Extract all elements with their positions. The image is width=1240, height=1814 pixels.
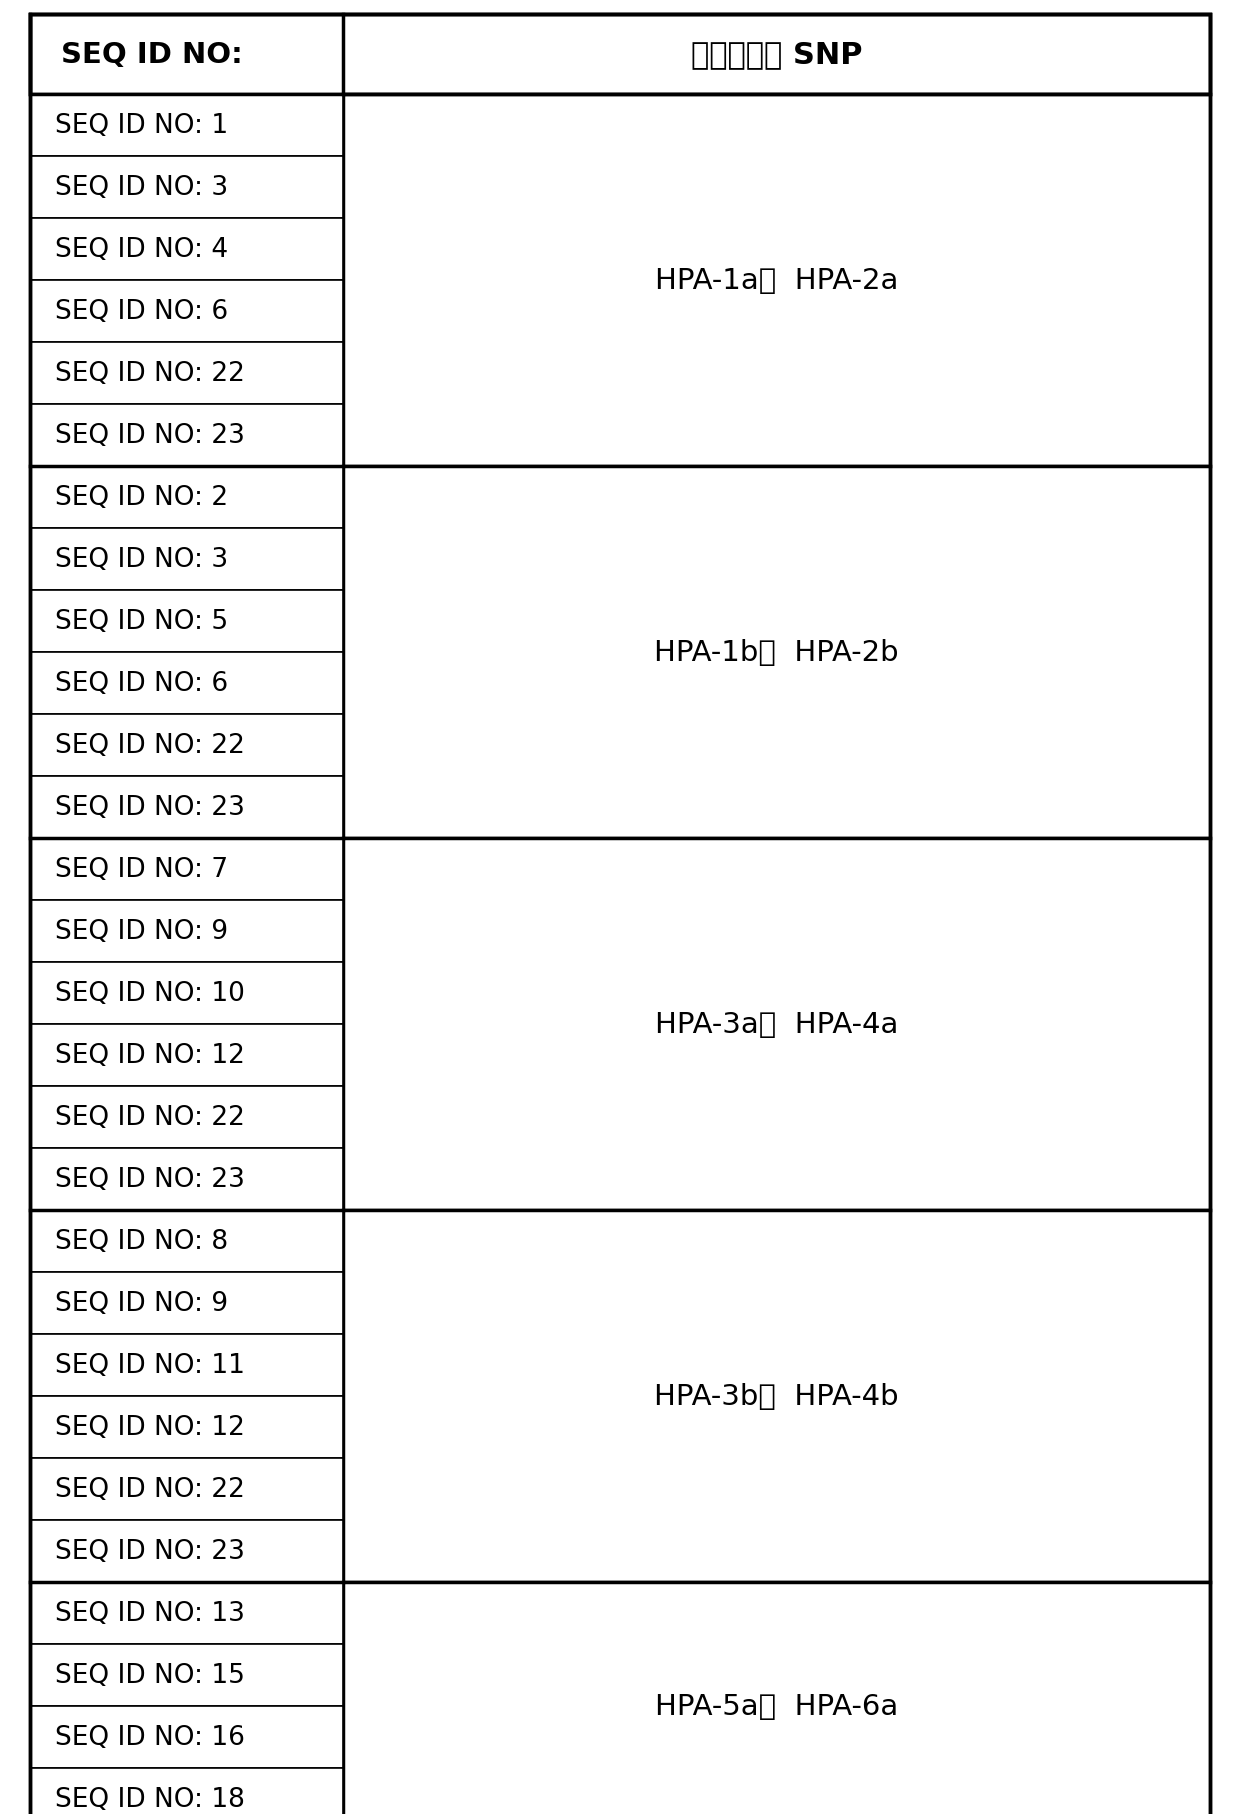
Text: SEQ ID NO: 2: SEQ ID NO: 2 — [55, 484, 228, 512]
Bar — [30, 1210, 342, 1272]
Bar — [342, 94, 1210, 466]
Text: SEQ ID NO:: SEQ ID NO: — [61, 42, 243, 69]
Text: SEQ ID NO: 22: SEQ ID NO: 22 — [55, 361, 244, 386]
Bar — [30, 715, 342, 776]
Text: 检测的基因 SNP: 检测的基因 SNP — [691, 40, 862, 69]
Text: SEQ ID NO: 18: SEQ ID NO: 18 — [55, 1787, 244, 1812]
Bar — [30, 1025, 342, 1087]
Text: SEQ ID NO: 6: SEQ ID NO: 6 — [55, 671, 228, 697]
Bar — [30, 591, 342, 653]
Bar — [30, 1272, 342, 1335]
Text: HPA-3a，  HPA-4a: HPA-3a， HPA-4a — [655, 1010, 898, 1038]
Text: HPA-1b，  HPA-2b: HPA-1b， HPA-2b — [653, 639, 899, 666]
Bar — [30, 15, 1210, 94]
Text: SEQ ID NO: 9: SEQ ID NO: 9 — [55, 1290, 228, 1317]
Text: SEQ ID NO: 3: SEQ ID NO: 3 — [55, 174, 228, 201]
Text: SEQ ID NO: 4: SEQ ID NO: 4 — [55, 238, 228, 263]
Bar — [30, 1643, 342, 1705]
Bar — [30, 1148, 342, 1210]
Text: HPA-5a，  HPA-6a: HPA-5a， HPA-6a — [655, 1692, 898, 1720]
Bar — [30, 528, 342, 591]
Text: SEQ ID NO: 15: SEQ ID NO: 15 — [55, 1662, 244, 1689]
Text: SEQ ID NO: 22: SEQ ID NO: 22 — [55, 733, 244, 758]
Bar — [30, 15, 1210, 94]
Bar — [30, 1520, 342, 1582]
Text: SEQ ID NO: 23: SEQ ID NO: 23 — [55, 1538, 244, 1564]
Bar — [30, 94, 342, 158]
Text: SEQ ID NO: 7: SEQ ID NO: 7 — [55, 856, 228, 883]
Text: SEQ ID NO: 10: SEQ ID NO: 10 — [55, 980, 244, 1007]
Bar — [30, 158, 342, 219]
Bar — [30, 405, 342, 466]
Bar — [30, 1335, 342, 1397]
Text: SEQ ID NO: 22: SEQ ID NO: 22 — [55, 1477, 244, 1502]
Text: SEQ ID NO: 12: SEQ ID NO: 12 — [55, 1043, 244, 1068]
Text: SEQ ID NO: 1: SEQ ID NO: 1 — [55, 112, 228, 140]
Text: HPA-3b，  HPA-4b: HPA-3b， HPA-4b — [653, 1382, 899, 1409]
Bar — [30, 1458, 342, 1520]
Bar — [30, 1397, 342, 1458]
Bar — [30, 281, 342, 343]
Text: SEQ ID NO: 22: SEQ ID NO: 22 — [55, 1105, 244, 1130]
Text: SEQ ID NO: 6: SEQ ID NO: 6 — [55, 299, 228, 325]
Bar — [342, 1582, 1210, 1814]
Text: SEQ ID NO: 8: SEQ ID NO: 8 — [55, 1228, 228, 1253]
Bar — [30, 1582, 342, 1643]
Bar — [342, 1210, 1210, 1582]
Bar — [30, 343, 342, 405]
Text: SEQ ID NO: 23: SEQ ID NO: 23 — [55, 1166, 244, 1192]
Bar — [30, 1769, 342, 1814]
Bar — [30, 776, 342, 838]
Bar — [342, 466, 1210, 838]
Bar — [30, 1087, 342, 1148]
Bar — [30, 963, 342, 1025]
Text: SEQ ID NO: 23: SEQ ID NO: 23 — [55, 795, 244, 820]
Text: SEQ ID NO: 3: SEQ ID NO: 3 — [55, 546, 228, 573]
Text: SEQ ID NO: 23: SEQ ID NO: 23 — [55, 423, 244, 448]
Bar — [30, 838, 342, 900]
Text: SEQ ID NO: 11: SEQ ID NO: 11 — [55, 1351, 244, 1379]
Bar — [342, 838, 1210, 1210]
Text: SEQ ID NO: 9: SEQ ID NO: 9 — [55, 918, 228, 945]
Bar — [30, 1705, 342, 1769]
Text: SEQ ID NO: 5: SEQ ID NO: 5 — [55, 610, 228, 635]
Bar — [30, 900, 342, 963]
Text: SEQ ID NO: 12: SEQ ID NO: 12 — [55, 1415, 244, 1440]
Bar — [30, 653, 342, 715]
Bar — [30, 466, 342, 528]
Bar — [30, 219, 342, 281]
Text: HPA-1a，  HPA-2a: HPA-1a， HPA-2a — [655, 267, 898, 296]
Text: SEQ ID NO: 13: SEQ ID NO: 13 — [55, 1600, 244, 1625]
Text: SEQ ID NO: 16: SEQ ID NO: 16 — [55, 1723, 244, 1751]
